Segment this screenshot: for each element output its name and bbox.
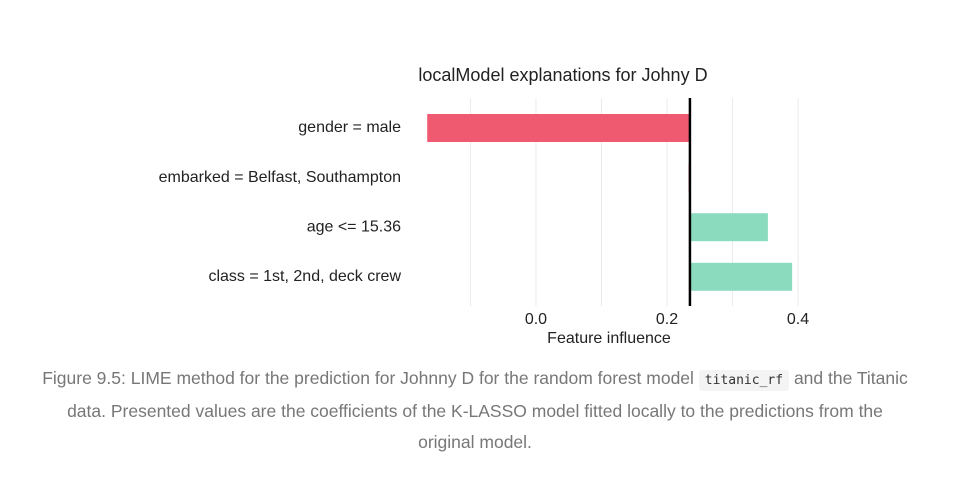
chart: localModel explanations for Johny D Feat… — [159, 65, 810, 347]
y-tick-label: class = 1st, 2nd, deck crew — [208, 268, 401, 285]
caption-code: titanic_rf — [698, 370, 790, 391]
x-axis-label: Feature influence — [547, 330, 671, 347]
bar — [689, 262, 793, 291]
y-tick-label: age <= 15.36 — [307, 218, 401, 235]
x-tick-label: 0.4 — [787, 311, 809, 328]
y-tick-label: gender = male — [298, 119, 401, 136]
bar — [689, 213, 768, 242]
bar — [427, 114, 690, 142]
caption-text: Figure 9.5: LIME method for the predicti… — [42, 368, 699, 388]
caption: Figure 9.5: LIME method for the predicti… — [40, 363, 910, 458]
y-tick-label: embarked = Belfast, Southampton — [159, 169, 401, 186]
chart-title: localModel explanations for Johny D — [418, 65, 707, 85]
x-tick-label: 0.2 — [656, 311, 678, 328]
caption-text: and the Titanic data. Presented values a… — [67, 368, 908, 452]
x-tick-label: 0.0 — [525, 311, 547, 328]
